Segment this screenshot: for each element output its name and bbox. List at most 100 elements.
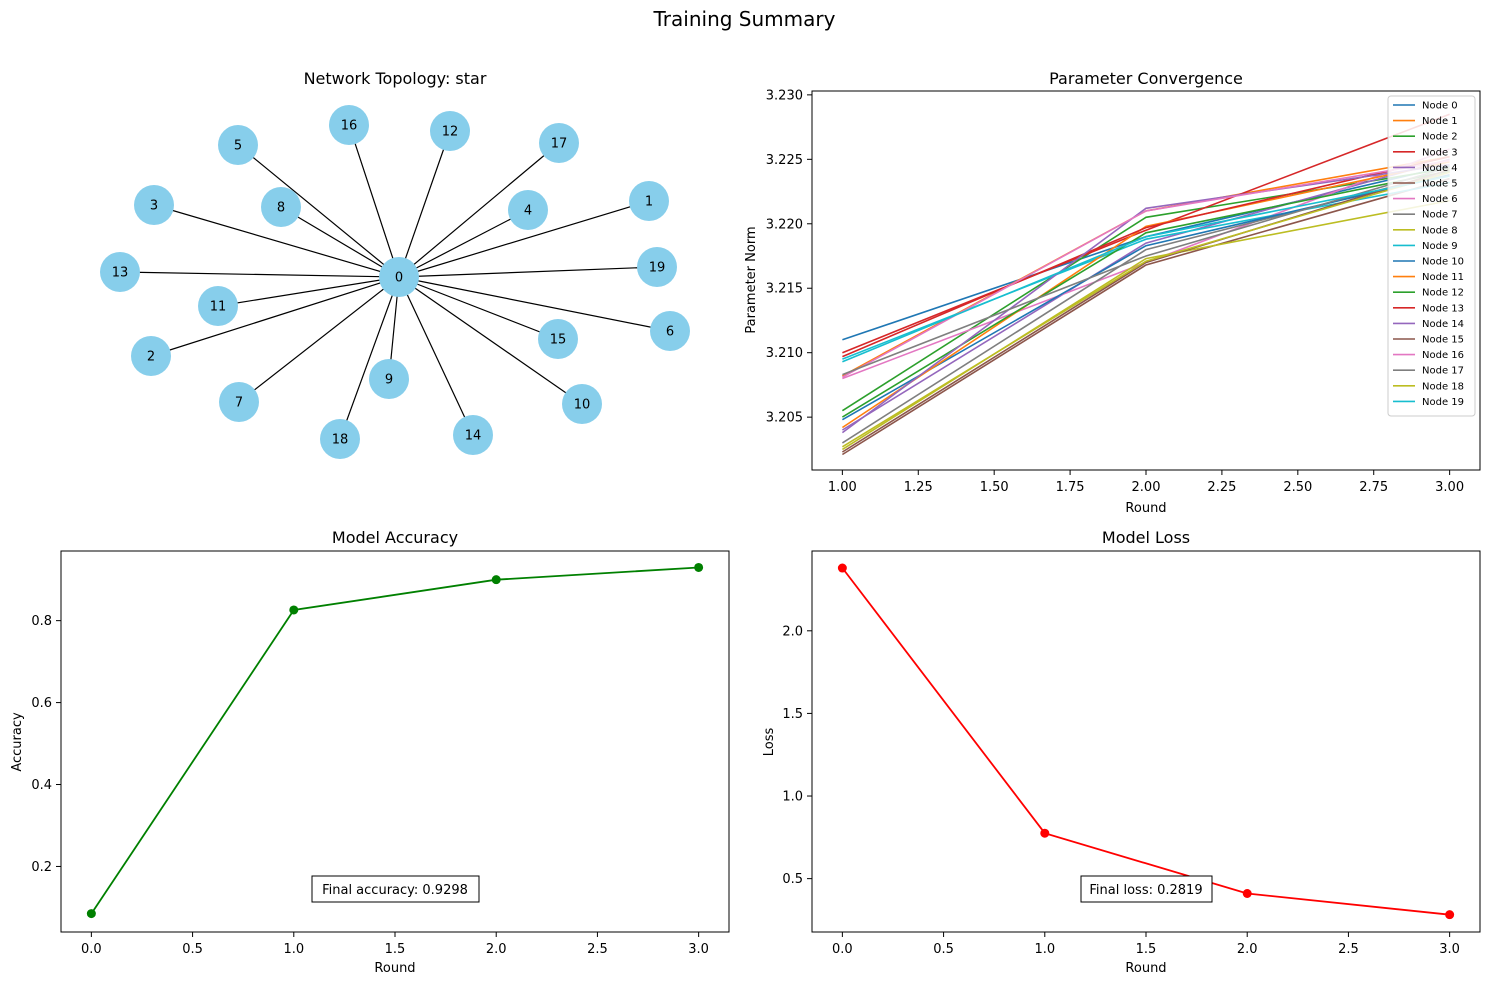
convergence-lines xyxy=(841,113,1450,456)
node-10-line xyxy=(842,174,1450,421)
node-label: 9 xyxy=(385,373,393,388)
node-11: 11 xyxy=(198,286,238,326)
node-circle xyxy=(453,415,493,455)
x-tick-label: 0.5 xyxy=(933,942,954,957)
y-tick-label: 1.5 xyxy=(782,707,803,722)
node-circle xyxy=(629,181,669,221)
accuracy-plot-frame xyxy=(60,550,730,933)
node-label: 2 xyxy=(147,350,155,365)
node-circle xyxy=(539,123,579,163)
node-15-line xyxy=(841,168,1450,453)
x-tick-label: 2.50 xyxy=(1283,480,1312,495)
legend-label: Node 9 xyxy=(1422,241,1458,252)
y-tick-label: 0.5 xyxy=(782,872,803,887)
convergence-title: Parameter Convergence xyxy=(1049,69,1243,88)
node-label: 11 xyxy=(210,300,227,315)
edge-0-14 xyxy=(398,276,474,436)
legend-label: Node 2 xyxy=(1422,132,1458,143)
node-12-line xyxy=(841,170,1450,418)
node-16-line xyxy=(842,159,1450,378)
node-label: 13 xyxy=(112,266,129,281)
network-title: Network Topology: star xyxy=(304,69,487,88)
legend-entry: Node 13 xyxy=(1393,303,1464,314)
node-label: 17 xyxy=(551,137,568,152)
legend-label: Node 5 xyxy=(1422,179,1458,190)
node-13-line xyxy=(842,155,1450,358)
legend-entry: Node 15 xyxy=(1393,335,1464,346)
legend-label: Node 17 xyxy=(1422,366,1464,377)
node-6-line xyxy=(842,148,1450,380)
loss-plot-frame xyxy=(811,550,1481,933)
x-tick-label: 1.5 xyxy=(385,942,406,957)
edge-0-18 xyxy=(339,276,400,440)
x-tick-label: 0.0 xyxy=(81,942,102,957)
legend-label: Node 1 xyxy=(1422,116,1458,127)
legend-label: Node 16 xyxy=(1422,350,1464,361)
node-circle xyxy=(430,111,470,151)
node-12: 12 xyxy=(430,111,470,151)
loss-ticks: 0.0 0.5 1.0 1.5 2.0 2.5 3.0 0.5 1.0 1.5 2.0 xyxy=(782,624,1460,957)
legend-entry: Node 6 xyxy=(1393,194,1458,205)
node-4: 4 xyxy=(508,190,548,230)
y-tick-label: 0.6 xyxy=(31,696,52,711)
y-tick-label: 3.205 xyxy=(766,411,803,426)
series-0-line xyxy=(90,566,699,915)
legend-entry: Node 5 xyxy=(1393,179,1458,190)
node-circle xyxy=(261,187,301,227)
edge-0-7 xyxy=(238,276,400,403)
x-tick-label: 2.0 xyxy=(486,942,507,957)
legend-label: Node 18 xyxy=(1422,381,1464,392)
series-0-line xyxy=(841,567,1450,916)
node-7: 7 xyxy=(219,382,259,422)
node-2: 2 xyxy=(131,336,171,376)
legend-label: Node 11 xyxy=(1422,272,1464,283)
legend-label: Node 12 xyxy=(1422,288,1464,299)
data-point-3 xyxy=(1445,910,1455,920)
legend-entry: Node 10 xyxy=(1393,257,1464,268)
legend-label: Node 14 xyxy=(1422,319,1464,330)
node-9: 9 xyxy=(369,359,409,399)
convergence-xlabel: Round xyxy=(1125,501,1166,516)
data-point-1 xyxy=(289,605,299,615)
node-circle xyxy=(369,359,409,399)
convergence-ylabel: Parameter Norm xyxy=(744,226,759,333)
x-tick-label: 2.25 xyxy=(1207,480,1236,495)
legend-entry: Node 0 xyxy=(1393,101,1458,112)
node-circle xyxy=(637,247,677,287)
node-circle xyxy=(379,257,419,297)
edge-0-5 xyxy=(237,144,400,278)
legend-entry: Node 18 xyxy=(1393,381,1464,392)
legend-label: Node 15 xyxy=(1422,335,1464,346)
convergence-ticks: 1.00 1.25 1.50 1.75 2.00 2.25 2.50 2.75 3.00 3.20… xyxy=(766,88,1464,495)
edge-0-13 xyxy=(119,271,400,278)
legend-label: Node 7 xyxy=(1422,210,1458,221)
node-circle xyxy=(508,190,548,230)
node-label: 1 xyxy=(645,195,653,210)
node-label: 14 xyxy=(465,429,482,444)
legend-entry: Node 17 xyxy=(1393,366,1464,377)
y-tick-label: 3.230 xyxy=(766,88,803,103)
x-tick-label: 0.5 xyxy=(182,942,203,957)
node-circle xyxy=(538,319,578,359)
node-15: 15 xyxy=(538,319,578,359)
data-point-0 xyxy=(86,909,96,919)
node-18-line xyxy=(841,171,1450,448)
x-tick-label: 2.5 xyxy=(587,942,608,957)
y-tick-label: 3.210 xyxy=(766,346,803,361)
edge-0-12 xyxy=(398,130,451,278)
legend-entry: Node 4 xyxy=(1393,163,1458,174)
legend-label: Node 13 xyxy=(1422,303,1464,314)
node-1: 1 xyxy=(629,181,669,221)
convergence-legend: Node 0 Node 1 Node 2 Node 3 Node 4 Node 5 Node… xyxy=(1387,95,1476,417)
node-label: 6 xyxy=(666,325,674,340)
node-label: 15 xyxy=(550,333,567,348)
node-label: 7 xyxy=(235,396,243,411)
node-8: 8 xyxy=(261,187,301,227)
model-accuracy-panel: Model Accuracy 0.0 0.5 1.0 1.5 2.0 2.5 3.00.20… xyxy=(10,528,730,976)
accuracy-title: Model Accuracy xyxy=(332,528,458,547)
node-3-line xyxy=(842,113,1450,354)
node-19-line xyxy=(842,175,1450,363)
legend-entry: Node 8 xyxy=(1393,225,1458,236)
